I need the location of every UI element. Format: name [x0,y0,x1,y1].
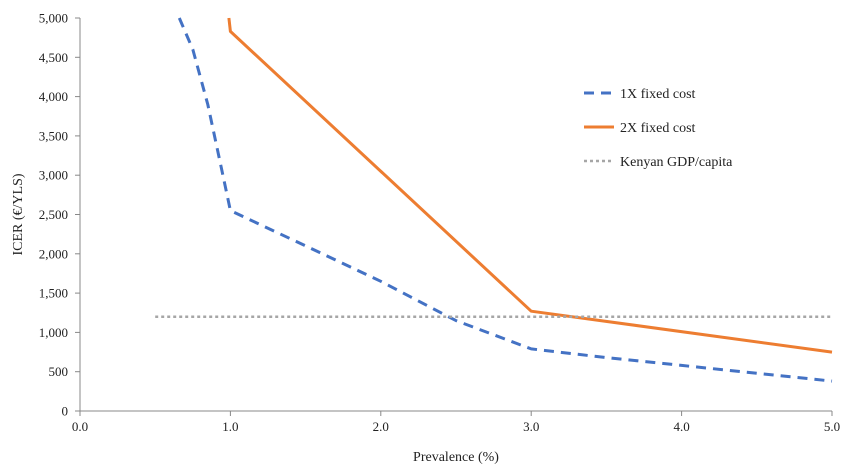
series-lines [155,17,833,383]
x-tick-label: 3.0 [523,419,539,434]
y-axis-ticks: 0 500 1,000 1,500 2,000 2,500 3,000 3,500 4,000 4… [39,11,80,419]
y-tick-label: 3,000 [39,168,68,183]
series-line-2x-fixed-cost [227,17,833,354]
y-tick-label: 0 [62,404,69,419]
y-axis-title: ICER (€/YLS) [11,173,26,255]
legend-label-1x-fixed-cost: 1X fixed cost [620,87,696,102]
x-tick-label: 4.0 [673,419,689,434]
x-axis-title: Prevalence (%) [413,450,499,465]
series-line-1x-fixed-cost [177,17,833,383]
axes: 0.0 1.0 2.0 3.0 4.0 5.0 0 500 1,000 1,500 2,000 2,… [39,11,840,435]
legend: 1X fixed cost 2X fixed cost Kenyan GDP/cap… [584,87,733,170]
y-tick-label: 4,500 [39,50,68,65]
y-tick-label: 1,500 [39,286,68,301]
x-tick-label: 5.0 [824,419,840,434]
y-tick-label: 2,500 [39,207,68,222]
legend-label-kenyan-gdp-capita: Kenyan GDP/capita [620,155,733,170]
y-tick-label: 1,000 [39,325,68,340]
y-tick-label: 5,000 [39,11,68,26]
x-tick-label: 0.0 [72,419,88,434]
y-tick-label: 4,000 [39,89,68,104]
x-tick-label: 1.0 [222,419,238,434]
y-tick-label: 3,500 [39,128,68,143]
legend-label-2x-fixed-cost: 2X fixed cost [620,121,696,136]
x-axis-ticks: 0.0 1.0 2.0 3.0 4.0 5.0 [72,411,840,434]
y-tick-label: 500 [49,364,69,379]
x-tick-label: 2.0 [373,419,389,434]
y-tick-label: 2,000 [39,246,68,261]
